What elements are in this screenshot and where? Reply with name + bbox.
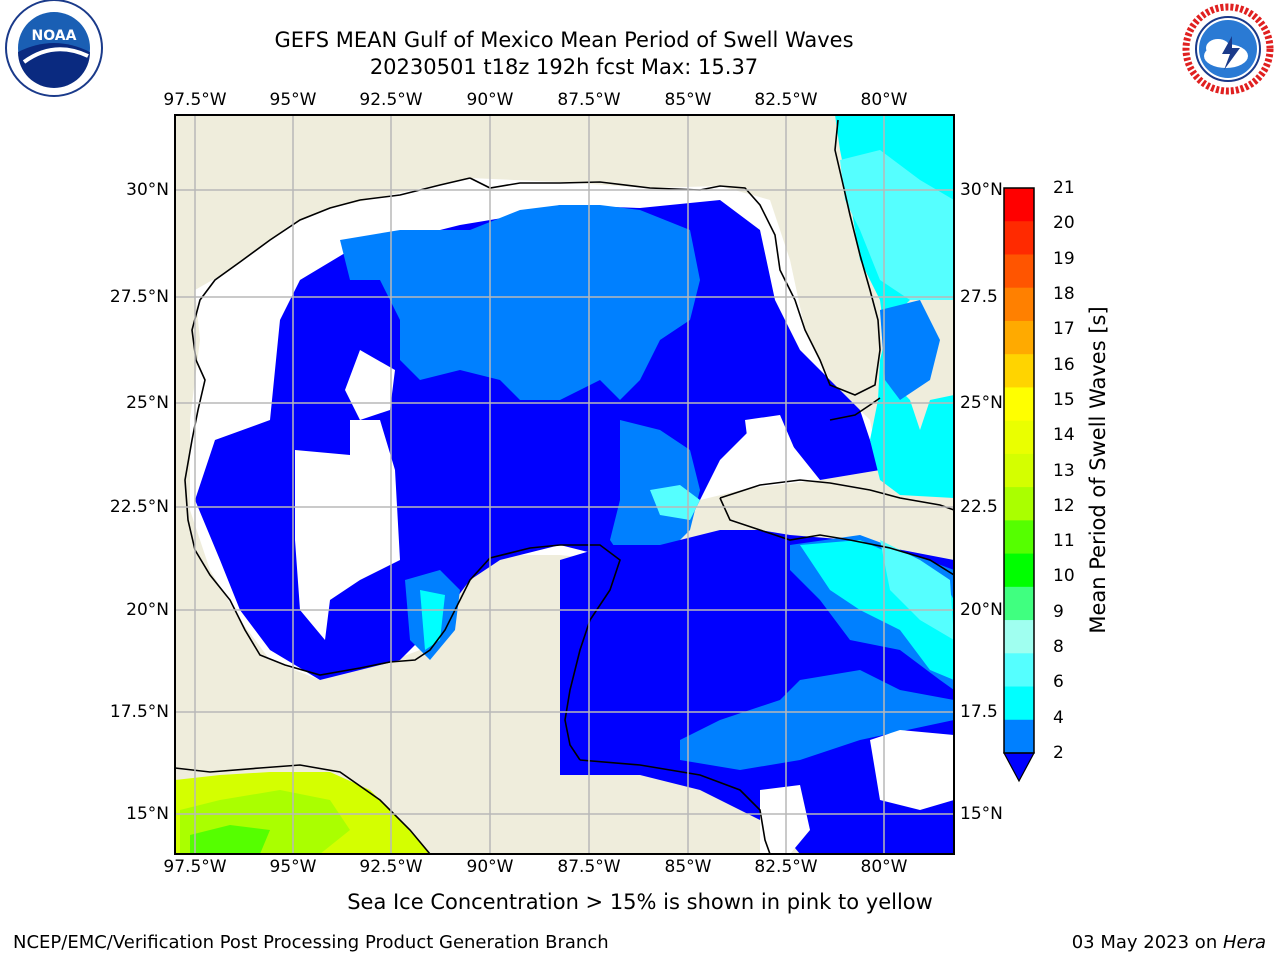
colorbar-cell: [1004, 453, 1034, 488]
lon-label-top: 85°W: [664, 90, 712, 110]
colorbar-tick-label: 9: [1053, 601, 1064, 622]
coastlines: [175, 119, 954, 854]
colorbar-cell: [1004, 420, 1034, 455]
colorbar-frame: [1003, 187, 1035, 754]
lat-label-left: 27.5°N: [109, 287, 169, 307]
colorbar-cell: [1004, 287, 1034, 322]
colorbar-tick-label: 17: [1053, 319, 1075, 340]
lon-label-top: 92.5°W: [359, 90, 423, 110]
colorbar-tick-label: 19: [1053, 248, 1075, 269]
lon-label-top: 82.5°W: [754, 90, 818, 110]
map-frame: [174, 114, 955, 855]
colorbar-cell: [1004, 254, 1034, 289]
colorbar-cell: [1004, 354, 1034, 388]
lat-label-left: 22.5°N: [109, 497, 169, 517]
lat-label-right: 15°N: [960, 804, 1003, 824]
colorbar: [1002, 187, 1036, 783]
lon-label-bottom: 80°W: [860, 857, 908, 877]
footer-machine: Hera: [1222, 932, 1266, 953]
colorbar-cell: [1004, 320, 1034, 355]
lon-label-bottom: 85°W: [664, 857, 712, 877]
lat-label-right: 22.5: [960, 497, 998, 517]
colorbar-tick-label: 6: [1053, 672, 1064, 693]
lat-label-right: 25°N: [960, 393, 1003, 413]
colorbar-label: Mean Period of Swell Waves [s]: [1086, 306, 1110, 634]
lat-label-right: 30°N: [960, 180, 1003, 200]
colorbar-cell: [1004, 620, 1034, 654]
colorbar-tick-label: 15: [1053, 389, 1075, 410]
missing-area-east: [745, 415, 795, 470]
colorbar-tick-label: 20: [1053, 213, 1075, 234]
colorbar-cell: [1004, 653, 1034, 688]
lat-label-right: 20°N: [960, 600, 1003, 620]
lat-label-left: 17.5°N: [109, 702, 169, 722]
lat-label-left: 15°N: [126, 804, 169, 824]
colorbar-tick-label: 10: [1053, 566, 1075, 587]
lat-label-right: 17.5: [960, 702, 998, 722]
colorbar-tick-label: 14: [1053, 425, 1075, 446]
colorbar-cell: [1004, 520, 1034, 555]
missing-area-caribbean: [870, 730, 954, 810]
lon-label-bottom: 95°W: [269, 857, 317, 877]
colorbar-cell: [1004, 487, 1034, 521]
colorbar-tick-label: 18: [1053, 283, 1075, 304]
colorbar-cell: [1004, 553, 1034, 588]
lon-label-bottom: 82.5°W: [754, 857, 818, 877]
missing-area-west: [295, 420, 400, 640]
colorbar-cell: [1004, 586, 1034, 621]
lon-label-top: 95°W: [269, 90, 317, 110]
lon-label-top: 87.5°W: [557, 90, 621, 110]
sea-ice-note: Sea Ice Concentration > 15% is shown in …: [347, 890, 933, 914]
graticule: [175, 115, 954, 854]
colorbar-extend-arrow: [1002, 752, 1036, 783]
lat-label-left: 30°N: [126, 180, 169, 200]
nws-logo: [1181, 2, 1275, 96]
footer-date-text: 03 May 2023 on: [1071, 932, 1223, 953]
colorbar-cell: [1004, 188, 1034, 222]
footer-date: 03 May 2023 on Hera: [1072, 932, 1266, 953]
colorbar-tick-label: 16: [1053, 354, 1075, 375]
colorbar-tick-label: 4: [1053, 707, 1064, 728]
lon-label-bottom: 92.5°W: [359, 857, 423, 877]
colorbar-tick-label: 12: [1053, 495, 1075, 516]
colorbar-cell: [1004, 719, 1034, 754]
swell-region-4to6s-north: [340, 205, 700, 400]
noaa-logo: NOAA: [5, 0, 103, 97]
lon-label-top: 90°W: [466, 90, 514, 110]
lon-label-bottom: 90°W: [466, 857, 514, 877]
colorbar-tick-label: 8: [1053, 637, 1064, 658]
colorbar-tick-label: 21: [1053, 178, 1075, 198]
colorbar-tick-label: 11: [1053, 531, 1075, 552]
chart-title: GEFS MEAN Gulf of Mexico Mean Period of …: [274, 28, 854, 52]
lon-label-top: 97.5°W: [163, 90, 227, 110]
footer-credit: NCEP/EMC/Verification Post Processing Pr…: [13, 932, 609, 953]
lon-label-bottom: 97.5°W: [163, 857, 227, 877]
lat-label-right: 27.5: [960, 287, 998, 307]
colorbar-tick-label: 13: [1053, 460, 1075, 481]
lon-label-top: 80°W: [860, 90, 908, 110]
lat-label-left: 25°N: [126, 393, 169, 413]
lat-label-left: 20°N: [126, 600, 169, 620]
lon-label-bottom: 87.5°W: [557, 857, 621, 877]
colorbar-cell: [1004, 221, 1034, 255]
colorbar-cell: [1004, 387, 1034, 422]
colorbar-tick-label: 2: [1053, 743, 1064, 763]
colorbar-cell: [1004, 686, 1034, 721]
svg-text:NOAA: NOAA: [32, 28, 77, 44]
chart-subtitle: 20230501 t18z 192h fcst Max: 15.37: [369, 55, 759, 79]
